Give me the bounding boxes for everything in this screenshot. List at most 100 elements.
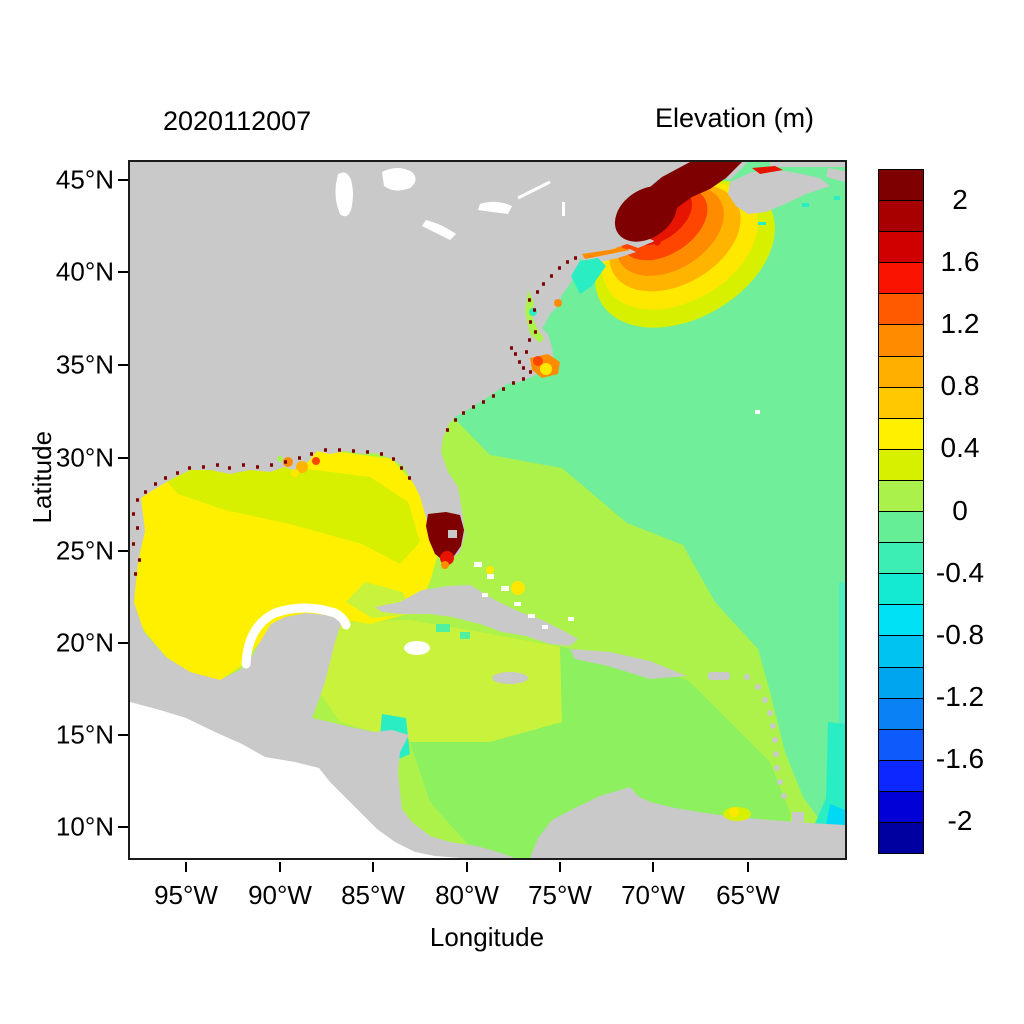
colorbar-tick-label: -0.8 [935,618,985,650]
delta-amber [296,461,308,473]
lesser-antilles [744,674,804,822]
florida-tip-orange [441,561,449,569]
st-lawrence-river [517,180,551,200]
x-tick-mark [747,862,749,872]
lake-michigan [335,172,353,217]
islands-and-lakes [335,168,804,822]
x-tick-label: 75°W [528,880,592,910]
colorbar-cell [879,728,923,760]
cyan-fleck-3 [758,222,766,225]
venezuela-yellow-patch [729,807,739,817]
colorbar-tick-label: 0.4 [940,432,980,464]
island-hispaniola [570,649,687,679]
colorbar-cell [879,293,923,325]
x-tick-mark [466,862,468,872]
colorbar-cell [879,697,923,729]
south-florida-flood [426,512,464,561]
lake-ontario [478,201,512,214]
cuba-south-lagoon-2 [460,632,470,639]
antilles-7 [773,751,779,757]
colorbar [878,169,924,854]
gulf-of-maine-core [614,186,678,242]
island-bermuda [755,410,760,414]
antilles-6 [772,737,778,743]
island-trinidad [792,812,804,822]
delta-orange-1 [283,457,293,467]
y-tick-mark [118,271,128,273]
y-tick-mark [118,364,128,366]
colorbar-cell [879,231,923,263]
colorbar-cell [879,542,923,574]
bahama-6 [528,614,535,618]
colorbar-tick-label: 1.2 [940,308,980,340]
x-tick-mark [372,862,374,872]
y-tick-label: 40°N [55,256,114,287]
bahama-4 [482,593,488,597]
x-tick-mark [185,862,187,872]
colorbar-tick-label: 1.6 [940,246,980,278]
x-tick-label: 65°W [716,880,780,910]
pamlico-orange-red [533,356,543,366]
island-cuba [375,585,578,646]
y-tick-label: 10°N [55,811,114,842]
antilles-8 [774,765,780,771]
delta-orange-2 [312,457,320,465]
pamlico-yellow [540,363,552,375]
colorbar-cell [879,355,923,387]
antilles-5 [770,723,776,729]
land-top-edge-strip [770,162,845,167]
colorbar-cell [879,759,923,791]
colorbar-cell [879,170,923,201]
x-tick-mark [652,862,654,872]
bahamas-yellow-patch [511,581,525,595]
colorbar-cell [879,821,923,854]
bahama-2 [487,574,494,579]
colorbar-cell [879,386,923,418]
east-edge-strip [839,582,845,727]
colorbar-cell [879,635,923,667]
y-tick-label: 15°N [55,719,114,750]
caribbean-east [410,647,790,858]
cyan-fleck-2 [834,196,840,200]
y-tick-label: 35°N [55,349,114,380]
x-tick-mark [559,862,561,872]
bahama-3 [501,586,509,591]
bahamas-banks [474,562,574,629]
bahama-7 [542,625,548,629]
long-island-sound-surge [582,248,630,259]
y-tick-label: 25°N [55,535,114,566]
colorbar-cell [879,604,923,636]
colorbar-tick-label: -0.4 [935,556,985,588]
x-tick-mark [279,862,281,872]
land-masses [130,162,845,858]
pacific-out-of-domain [130,702,460,858]
delta-green [277,456,283,462]
map-plot-area [128,160,847,860]
bahama-turks [568,617,574,621]
antilles-10 [781,793,787,799]
new-jersey-setdown [571,258,606,294]
bahama-5 [514,602,521,606]
gulf-coast-speckles [136,448,411,502]
st-lawrence-red-sliver [752,166,783,174]
colorbar-tick-label: -1.6 [935,742,985,774]
colorbar-cell [879,666,923,698]
colorbar-tick-label: -1.2 [935,680,985,712]
cuba-south-lagoon-1 [436,624,450,632]
colorbar-title: Elevation (m) [655,103,815,133]
y-tick-mark [118,550,128,552]
great-lakes [335,168,565,240]
colorbar-cell [879,573,923,605]
y-tick-mark [118,457,128,459]
antilles-1 [744,674,750,680]
land-cape-breton [826,168,845,182]
x-tick-label: 85°W [341,880,405,910]
batabano-white [404,641,430,655]
antilles-9 [777,779,783,785]
colorbar-cell [879,262,923,294]
date-stamp-title: 2020112007 [163,106,312,136]
mexico-coast-speckles [132,512,141,576]
x-tick-label: 80°W [435,880,499,910]
colorbar-tick-label: 0 [952,494,968,526]
